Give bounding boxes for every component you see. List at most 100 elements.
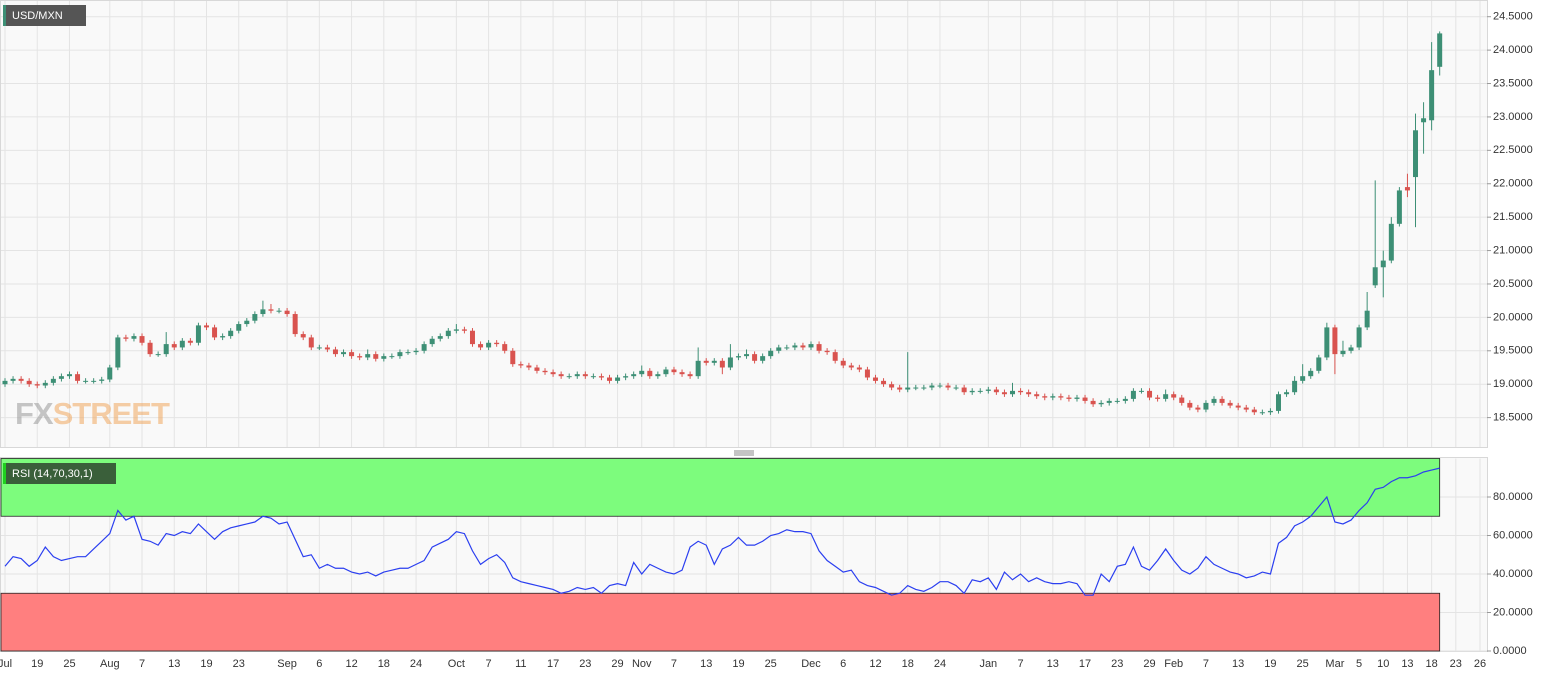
candle-body: [929, 385, 935, 388]
x-tick-label: 13: [1401, 658, 1413, 670]
candle-body: [558, 374, 564, 377]
candle-body: [1066, 397, 1072, 399]
candle-body: [510, 350, 516, 365]
candle-body: [1195, 407, 1201, 410]
candle-body: [405, 352, 411, 354]
candle-body: [1364, 310, 1370, 328]
y-tick-label: 23.5000: [1493, 77, 1533, 89]
x-tick-label: 13: [168, 658, 180, 670]
candle-body: [1122, 398, 1128, 401]
candle-body: [953, 387, 959, 389]
x-tick-label: 24: [410, 658, 422, 670]
candle-body: [1243, 407, 1249, 410]
candle-body: [1324, 327, 1330, 358]
rsi-box: [3, 463, 116, 484]
candle-body: [1308, 370, 1314, 377]
candle-body: [1082, 397, 1088, 401]
y-tick-label: 0.0000: [1493, 645, 1527, 657]
candle-body: [316, 347, 322, 349]
candle-body: [566, 376, 572, 378]
candle-body: [195, 325, 201, 343]
candle-body: [155, 354, 161, 356]
x-tick-label: Mar: [1325, 658, 1344, 670]
y-tick-label: 24.0000: [1493, 44, 1533, 56]
candle-body: [107, 367, 113, 380]
candle-body: [324, 347, 330, 350]
candle-body: [631, 374, 637, 377]
x-tick-label: 11: [515, 658, 526, 670]
candle-body: [1211, 398, 1217, 403]
x-tick-label: 23: [1450, 658, 1462, 670]
candle-body: [856, 367, 862, 370]
candle-body: [260, 309, 266, 315]
candle-body: [421, 344, 427, 351]
candle-body: [719, 360, 725, 368]
candle-body: [663, 369, 669, 375]
candle-body: [203, 325, 209, 328]
candle-body: [832, 352, 838, 361]
x-tick-label: 6: [840, 658, 846, 670]
candle-body: [1316, 357, 1322, 371]
candle-body: [1388, 223, 1394, 261]
candle-body: [75, 374, 81, 381]
candle-body: [429, 338, 435, 345]
candle-body: [1437, 33, 1443, 67]
x-tick-label: 6: [316, 658, 322, 670]
candle-body: [373, 354, 379, 359]
candle-body: [1155, 397, 1161, 399]
x-tick-label: 19: [732, 658, 744, 670]
candle-body: [42, 382, 48, 386]
candle-body: [687, 374, 693, 377]
candle-body: [768, 350, 774, 357]
candle-body: [1251, 409, 1257, 413]
x-tick-label: 7: [1203, 658, 1209, 670]
x-tick-label: 17: [1079, 658, 1091, 670]
x-tick-label: Feb: [1164, 658, 1183, 670]
candle-body: [582, 374, 588, 377]
candle-body: [284, 310, 290, 315]
candle-body: [945, 385, 951, 388]
candle-body: [969, 390, 975, 393]
candle-body: [18, 378, 24, 381]
candle-body: [123, 337, 129, 339]
candle-body: [50, 378, 56, 383]
candle-body: [574, 374, 580, 377]
oversold-zone: [0, 592, 1441, 652]
candle-body: [744, 354, 750, 357]
y-tick-label: 40.0000: [1493, 568, 1533, 580]
candle-body: [397, 352, 403, 357]
candle-body: [332, 349, 338, 355]
x-tick-label: 23: [579, 658, 591, 670]
candle-body: [711, 360, 717, 363]
candle-body: [1421, 118, 1427, 123]
x-tick-label: 19: [200, 658, 212, 670]
candle-body: [1187, 402, 1193, 408]
candle-body: [1340, 350, 1346, 355]
candle-body: [1219, 398, 1225, 403]
y-tick-label: 23.0000: [1493, 111, 1533, 123]
candle-body: [655, 374, 661, 377]
candle-body: [808, 344, 814, 348]
candle-body: [647, 370, 653, 377]
candle-body: [413, 350, 419, 353]
watermark-fx: FX: [15, 396, 54, 431]
candle-body: [921, 387, 927, 389]
candle-body: [1227, 402, 1233, 406]
candle-body: [542, 370, 548, 373]
candle-body: [83, 380, 89, 382]
x-tick-label: 29: [1143, 658, 1155, 670]
price-panel: [0, 0, 1488, 448]
candle-body: [1018, 390, 1024, 393]
x-tick-label: 26: [1474, 658, 1486, 670]
candle-body: [1275, 394, 1281, 411]
candle-body: [1429, 70, 1435, 121]
candle-body: [1042, 396, 1048, 398]
candle-body: [276, 310, 282, 312]
candle-body: [1138, 390, 1144, 392]
candle-body: [10, 378, 16, 381]
y-tick-label: 21.5000: [1493, 211, 1533, 223]
candle-body: [1106, 400, 1112, 403]
candle-body: [985, 389, 991, 391]
x-tick-label: Sep: [277, 658, 297, 670]
